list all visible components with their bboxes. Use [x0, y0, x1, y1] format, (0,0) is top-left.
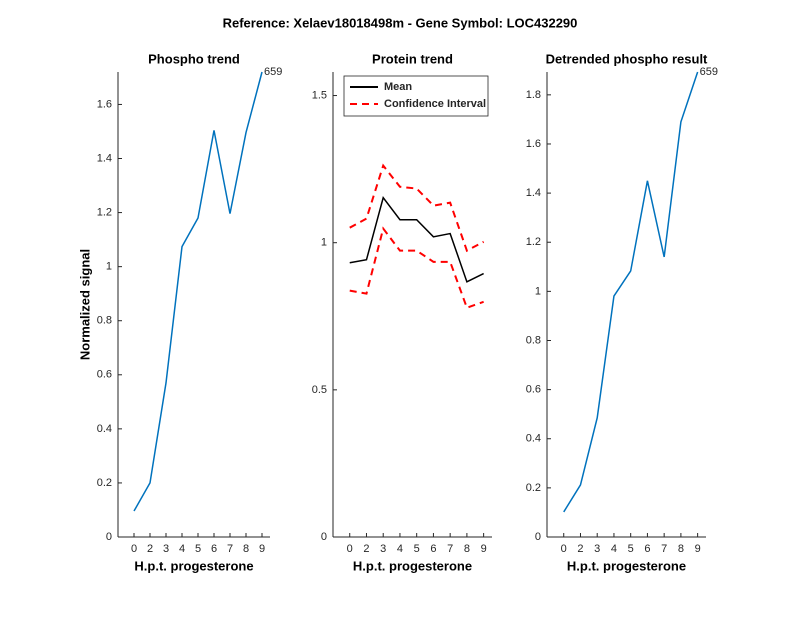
- y-tick-label: 0: [106, 531, 112, 543]
- data-line: [563, 71, 699, 513]
- x-tick-label: 7: [447, 543, 453, 555]
- x-tick-label: 5: [195, 543, 201, 555]
- y-tick-label: 1.5: [312, 89, 327, 101]
- x-tick-label: 5: [414, 543, 420, 555]
- y-tick-label: 0.6: [526, 384, 541, 396]
- x-tick-label: 2: [147, 543, 153, 555]
- mean-line: [349, 195, 484, 283]
- x-tick-label: 2: [577, 543, 583, 555]
- y-tick-label: 1.6: [97, 98, 112, 110]
- x-tick-label: 7: [227, 543, 233, 555]
- y-label: Normalized signal: [77, 249, 92, 360]
- x-tick-label: 0: [561, 543, 567, 555]
- legend-label: Mean: [384, 81, 412, 93]
- y-tick-label: 1.2: [97, 206, 112, 218]
- axes-title: Protein trend: [372, 51, 453, 66]
- x-tick-label: 8: [678, 543, 684, 555]
- y-tick-label: 0: [535, 531, 541, 543]
- x-label: H.p.t. progesterone: [134, 558, 253, 573]
- y-tick-label: 1.4: [97, 152, 112, 164]
- y-tick-label: 0.4: [526, 433, 541, 445]
- x-label: H.p.t. progesterone: [567, 558, 686, 573]
- x-tick-label: 6: [430, 543, 436, 555]
- y-tick-label: 0.2: [526, 482, 541, 494]
- legend-box: [343, 75, 489, 117]
- x-tick-label: 4: [179, 543, 185, 555]
- ci-lower-line: [349, 226, 484, 310]
- y-tick-label: 1: [106, 261, 112, 273]
- annotation: 659: [700, 66, 718, 78]
- axes-title: Phospho trend: [148, 51, 240, 66]
- y-tick-label: 1.6: [526, 138, 541, 150]
- x-tick-label: 5: [628, 543, 634, 555]
- y-tick-label: 1: [535, 285, 541, 297]
- y-tick-label: 1.8: [526, 89, 541, 101]
- figure-title: Reference: Xelaev18018498m - Gene Symbol…: [223, 15, 578, 30]
- legend-label: Confidence Interval: [384, 98, 486, 110]
- x-tick-label: 4: [611, 543, 617, 555]
- x-tick-label: 9: [481, 543, 487, 555]
- x-tick-label: 0: [131, 543, 137, 555]
- x-tick-label: 7: [661, 543, 667, 555]
- y-tick-label: 0.5: [312, 384, 327, 396]
- y-tick-label: 0.4: [97, 423, 112, 435]
- y-tick-label: 0.8: [526, 334, 541, 346]
- x-tick-label: 3: [380, 543, 386, 555]
- data-line: [133, 71, 263, 512]
- annotation: 659: [264, 66, 282, 78]
- x-tick-label: 8: [243, 543, 249, 555]
- y-tick-label: 0.8: [97, 315, 112, 327]
- x-tick-label: 9: [695, 543, 701, 555]
- x-tick-label: 6: [644, 543, 650, 555]
- ci-upper-line: [349, 163, 485, 253]
- axes-title: Detrended phospho result: [546, 51, 708, 66]
- x-tick-label: 3: [594, 543, 600, 555]
- x-tick-label: 8: [464, 543, 470, 555]
- x-tick-label: 9: [259, 543, 265, 555]
- y-tick-label: 1.2: [526, 236, 541, 248]
- x-tick-label: 0: [347, 543, 353, 555]
- x-tick-label: 2: [363, 543, 369, 555]
- x-label: H.p.t. progesterone: [353, 558, 472, 573]
- x-tick-label: 6: [211, 543, 217, 555]
- x-tick-label: 4: [397, 543, 403, 555]
- y-tick-label: 1: [321, 237, 327, 249]
- y-tick-label: 0.6: [97, 369, 112, 381]
- y-tick-label: 0.2: [97, 477, 112, 489]
- y-tick-label: 1.4: [526, 187, 541, 199]
- y-tick-label: 0: [321, 531, 327, 543]
- x-tick-label: 3: [163, 543, 169, 555]
